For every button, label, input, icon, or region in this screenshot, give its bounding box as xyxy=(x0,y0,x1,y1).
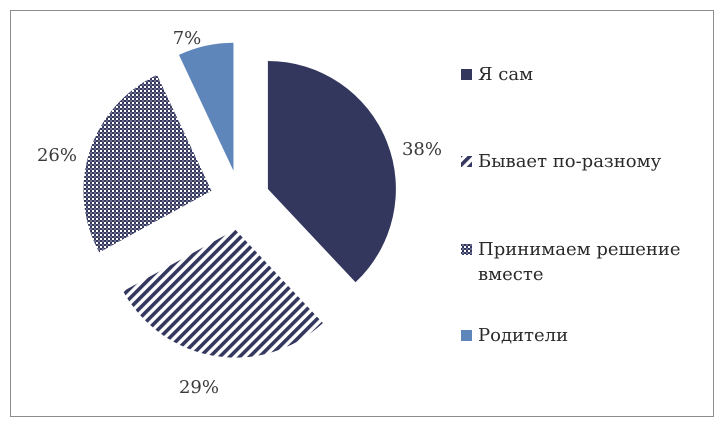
legend-swatch-4 xyxy=(461,330,472,341)
legend-label-3-line-2: вместе xyxy=(478,264,543,285)
legend-swatch-1 xyxy=(461,69,472,80)
data-label-4: 7% xyxy=(173,28,202,49)
data-label-3: 26% xyxy=(37,145,77,166)
pie-slice-3 xyxy=(83,74,212,253)
pie-slice-4 xyxy=(178,42,234,171)
legend-label-2: Бывает по-разному xyxy=(478,151,662,172)
legend-swatch-3 xyxy=(461,244,472,255)
legend-label-1: Я сам xyxy=(478,64,533,85)
pie-slices xyxy=(83,42,396,358)
data-labels: 38% 29% 26% 7% xyxy=(37,28,442,398)
legend-swatch-2 xyxy=(461,156,472,167)
legend: Я сам Бывает по-разному Принимаем решение в… xyxy=(461,64,681,346)
pie-slice-1 xyxy=(267,60,396,283)
legend-label-4: Родители xyxy=(478,325,568,346)
data-label-1: 38% xyxy=(402,139,442,160)
pie-slice-2 xyxy=(123,229,323,358)
legend-label-3-line-1: Принимаем решение xyxy=(478,239,681,260)
data-label-2: 29% xyxy=(179,377,219,398)
